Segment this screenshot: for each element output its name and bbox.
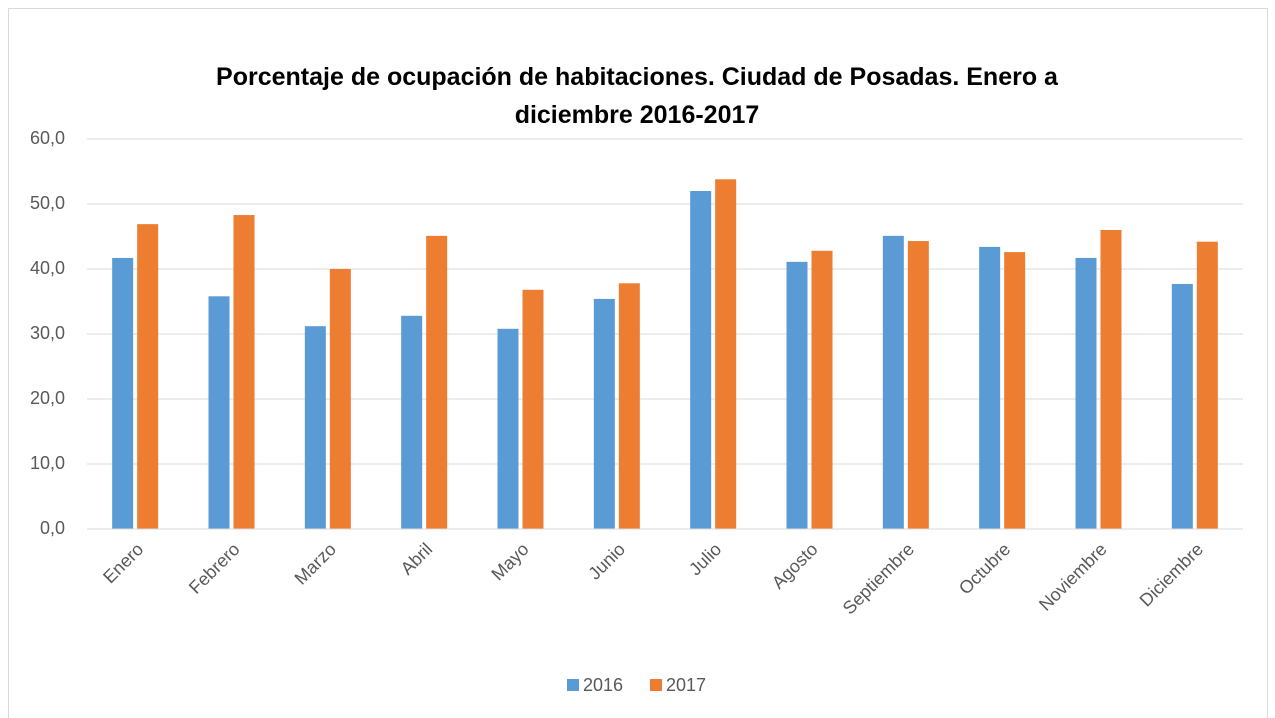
bar: [522, 289, 544, 529]
bar: [208, 296, 230, 529]
y-tick-label: 50,0: [30, 193, 65, 213]
bar: [1004, 252, 1026, 529]
bar: [979, 246, 1001, 529]
bar: [1075, 257, 1097, 529]
y-tick-label: 30,0: [30, 323, 65, 343]
legend-label: 2017: [666, 675, 706, 695]
bar: [112, 257, 134, 529]
bar: [1100, 230, 1122, 529]
bar: [233, 215, 255, 530]
bar: [401, 315, 423, 529]
bar: [426, 235, 448, 529]
bar: [811, 250, 833, 530]
bar: [690, 191, 712, 529]
bar: [907, 241, 929, 530]
y-tick-label: 10,0: [30, 453, 65, 473]
legend-label: 2016: [583, 675, 623, 695]
chart-title: Porcentaje de ocupación de habitaciones.…: [216, 63, 1058, 129]
y-tick-label: 40,0: [30, 258, 65, 278]
y-tick-label: 20,0: [30, 388, 65, 408]
bar: [786, 261, 808, 529]
y-tick-label: 0,0: [40, 518, 65, 538]
bar: [715, 179, 737, 530]
bar: [304, 326, 326, 529]
legend-swatch: [650, 679, 662, 691]
bar: [618, 283, 640, 529]
bar: [137, 224, 159, 529]
bar: [497, 328, 519, 529]
legend-swatch: [567, 679, 579, 691]
bar: [329, 269, 351, 529]
bar: [882, 235, 904, 529]
y-tick-label: 60,0: [30, 128, 65, 148]
bar: [593, 298, 615, 529]
bar: [1196, 241, 1218, 529]
bar: [1171, 283, 1193, 529]
